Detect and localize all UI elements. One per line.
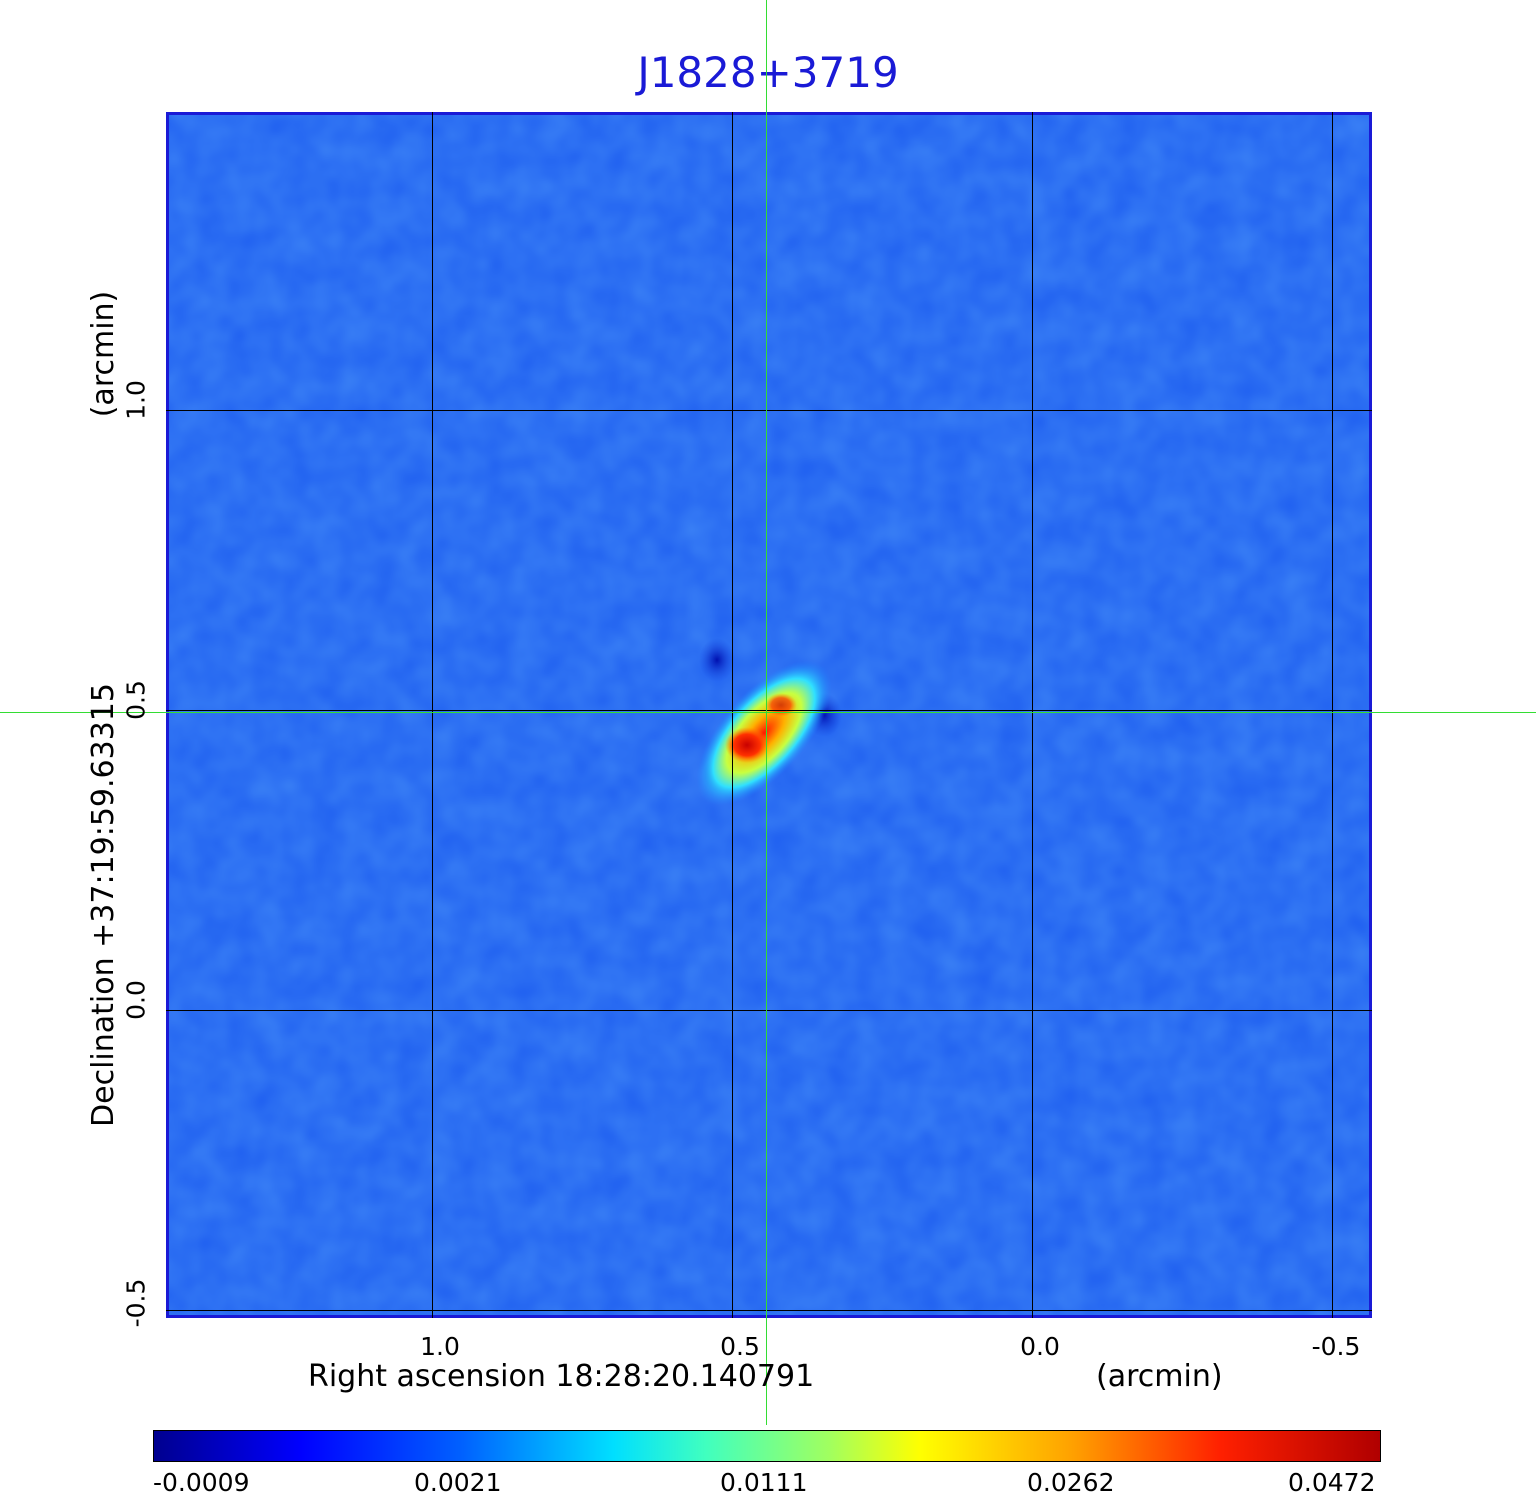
grid-line-horizontal: [166, 1010, 1372, 1011]
y-tick-label: -0.5: [121, 1278, 151, 1328]
grid-line-horizontal: [166, 410, 1372, 411]
radio-image: [169, 115, 1369, 1315]
crosshair-horizontal: [0, 712, 1536, 713]
y-tick-label: 0.5: [121, 680, 151, 720]
source-secondary-peak: [765, 693, 797, 717]
x-tick-label: 0.5: [720, 1332, 760, 1361]
x-tick-label: -0.5: [1311, 1332, 1361, 1361]
colorbar-tick-label: 0.0021: [414, 1468, 502, 1497]
grid-line-horizontal: [166, 1310, 1372, 1311]
grid-line-vertical: [432, 112, 433, 1318]
colorbar-tick-label: 0.0472: [1288, 1468, 1376, 1497]
y-tick-label: 0.0: [121, 980, 151, 1020]
x-tick-label: 1.0: [420, 1332, 460, 1361]
x-axis-label: Right ascension 18:28:20.140791: [308, 1359, 815, 1394]
y-axis-unit: (arcmin): [86, 290, 121, 418]
grid-line-horizontal: [166, 710, 1372, 711]
source-peak: [725, 727, 769, 763]
colorbar-tick-label: 0.0262: [1027, 1468, 1115, 1497]
x-axis-unit: (arcmin): [1096, 1359, 1223, 1394]
grid-line-vertical: [1032, 112, 1033, 1318]
radio-image-frame[interactable]: [166, 112, 1372, 1318]
colorbar-tick-label: -0.0009: [153, 1468, 250, 1497]
source-emission: [696, 660, 832, 806]
image-title: J1828+3719: [637, 48, 899, 97]
colorbar-tick-label: 0.0111: [720, 1468, 808, 1497]
y-tick-label: 1.0: [121, 380, 151, 420]
grid-line-vertical: [732, 112, 733, 1318]
y-axis-label: Declination +37:19:59.63315: [86, 683, 121, 1127]
grid-line-vertical: [1332, 112, 1333, 1318]
colorbar: [153, 1430, 1381, 1462]
negative-sidelobe: [699, 638, 735, 682]
x-tick-label: 0.0: [1020, 1332, 1060, 1361]
